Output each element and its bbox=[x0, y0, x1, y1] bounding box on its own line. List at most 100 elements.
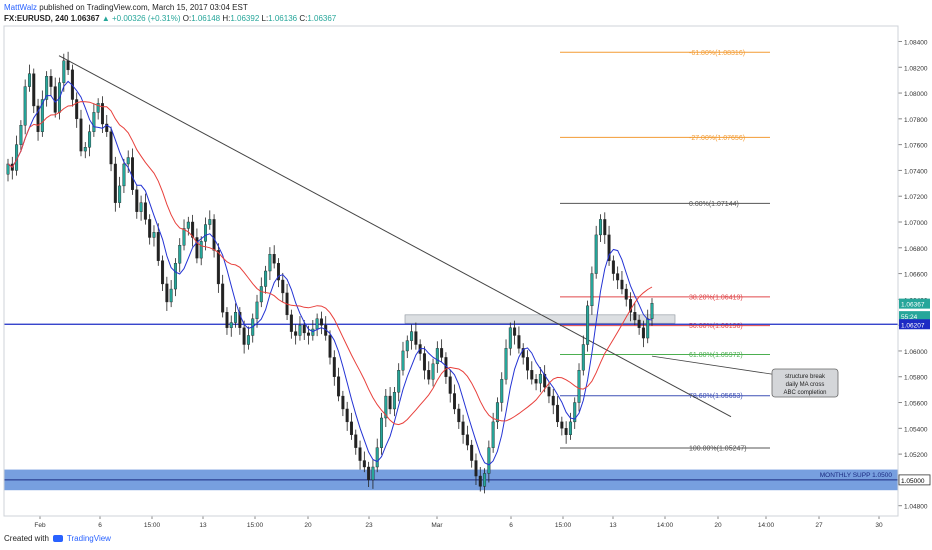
candle-up bbox=[384, 395, 388, 419]
x-tick-label: 14:00 bbox=[758, 522, 775, 529]
candle-down bbox=[216, 250, 220, 285]
candle-down bbox=[388, 395, 392, 410]
resistance-box bbox=[404, 314, 676, 324]
candle-up bbox=[401, 350, 405, 371]
candle-down bbox=[543, 373, 547, 388]
y-tick-label: 1.05200 bbox=[904, 452, 928, 459]
candle-down bbox=[556, 404, 560, 423]
x-tick-label: 30 bbox=[875, 522, 883, 529]
fib-level-label: -61.80%(1.08316) bbox=[689, 50, 745, 57]
candle-down bbox=[521, 348, 525, 358]
candle-up bbox=[139, 202, 143, 212]
support-zone: MONTHLY SUPP 1.0500 bbox=[4, 469, 898, 491]
candle-down bbox=[362, 460, 366, 468]
candle-up bbox=[495, 402, 499, 423]
candle-down bbox=[79, 118, 83, 152]
candle-down bbox=[448, 376, 452, 394]
candle-up bbox=[298, 324, 302, 336]
fib-level-label: 38.20%(1.06419) bbox=[689, 294, 743, 301]
y-tick-label: 1.05600 bbox=[904, 401, 928, 408]
published-info: published on TradingView.com, March 15, … bbox=[39, 3, 248, 12]
time-scale[interactable]: Feb 6 15:00 13 15:00 20 23 Mar 6 15:00 13 14:00 20 14… bbox=[4, 515, 898, 529]
candle-down bbox=[620, 279, 624, 290]
candle-down bbox=[328, 335, 332, 358]
candle-up bbox=[208, 219, 212, 225]
candle-down bbox=[517, 335, 521, 349]
annotation-text-line: structure break bbox=[785, 374, 826, 380]
candle-up bbox=[88, 131, 92, 148]
candle-up bbox=[118, 185, 122, 203]
x-tick-label: Mar bbox=[431, 522, 443, 529]
candle-down bbox=[307, 332, 311, 336]
candle-down bbox=[191, 221, 195, 238]
x-tick-label: 15:00 bbox=[144, 522, 161, 529]
candles bbox=[6, 51, 654, 494]
candle-down bbox=[195, 237, 199, 259]
y-tick-label: 1.06000 bbox=[904, 349, 928, 356]
plot-frame bbox=[3, 25, 899, 517]
fib-level-label: 78.60%(1.05653) bbox=[689, 393, 743, 400]
candle-down bbox=[272, 254, 276, 264]
candle-up bbox=[234, 312, 238, 323]
created-with-text: Created with bbox=[4, 534, 49, 543]
candle-up bbox=[40, 99, 44, 132]
candle-up bbox=[311, 328, 315, 336]
fib-level-label: 61.80%(1.05972) bbox=[689, 352, 743, 359]
candle-down bbox=[238, 312, 242, 328]
candle-down bbox=[470, 444, 474, 461]
fib-levels: -61.80%(1.08316) -27.00%(1.07656) 0.00%(1.… bbox=[560, 50, 770, 453]
candle-down bbox=[367, 466, 371, 481]
candle-down bbox=[49, 76, 53, 87]
ohlc-open-label: O: bbox=[182, 14, 192, 23]
price-label-level bbox=[899, 319, 930, 330]
candle-up bbox=[491, 421, 495, 448]
y-tick-label: 1.07000 bbox=[904, 220, 928, 227]
candle-up bbox=[397, 370, 401, 393]
drawings bbox=[4, 55, 898, 418]
fib-level-label: 100.00%(1.05247) bbox=[689, 446, 747, 453]
candle-down bbox=[100, 103, 104, 125]
x-tick-label: 20 bbox=[714, 522, 722, 529]
price-label-text: 1.05000 bbox=[901, 478, 925, 485]
candle-up bbox=[62, 60, 66, 83]
price-change: ▲ +0.00326 (+0.31%) bbox=[101, 14, 181, 23]
symbol-label[interactable]: FX:EURUSD, 240 bbox=[4, 14, 69, 23]
candle-down bbox=[641, 327, 645, 339]
candle-up bbox=[229, 322, 233, 328]
candle-down bbox=[225, 312, 229, 328]
ohlc-values: O:1.06148 H:1.06392 L:1.06136 C:1.06367 bbox=[183, 14, 337, 23]
tradingview-link[interactable]: TradingView bbox=[66, 534, 111, 543]
x-tick-label: 27 bbox=[815, 522, 823, 529]
ohlc-high-value: 1.06392 bbox=[230, 14, 260, 23]
candle-down bbox=[319, 318, 323, 326]
candle-down bbox=[616, 273, 620, 281]
candle-up bbox=[19, 125, 23, 145]
candle-down bbox=[289, 314, 293, 332]
x-tick-label: 13 bbox=[609, 522, 617, 529]
ohlc-close-value: 1.06367 bbox=[307, 14, 337, 23]
candle-down bbox=[603, 219, 607, 236]
candle-down bbox=[461, 421, 465, 435]
candle-down bbox=[105, 123, 109, 132]
candle-down bbox=[156, 232, 160, 261]
candle-up bbox=[577, 370, 581, 403]
price-scale[interactable]: 1.08400 1.08200 1.08000 1.07800 1.07600 1.074… bbox=[898, 39, 928, 511]
y-tick-label: 1.07800 bbox=[904, 117, 928, 124]
candle-down bbox=[624, 288, 628, 300]
candle-down bbox=[547, 386, 551, 397]
x-tick-label: 6 bbox=[98, 522, 102, 529]
candle-up bbox=[268, 254, 272, 272]
author-link[interactable]: MattWalz bbox=[4, 3, 38, 12]
candle-up bbox=[573, 402, 577, 423]
x-tick-label: 20 bbox=[304, 522, 312, 529]
candle-down bbox=[66, 60, 70, 71]
candle-down bbox=[53, 86, 57, 113]
slow-moving-average-line bbox=[7, 101, 653, 426]
candle-up bbox=[538, 373, 542, 384]
candle-down bbox=[534, 379, 538, 384]
candle-down bbox=[354, 434, 358, 448]
fib-level-label: 50.00%(1.06196) bbox=[689, 323, 743, 330]
candle-down bbox=[453, 393, 456, 410]
x-tick-label: 23 bbox=[365, 522, 373, 529]
